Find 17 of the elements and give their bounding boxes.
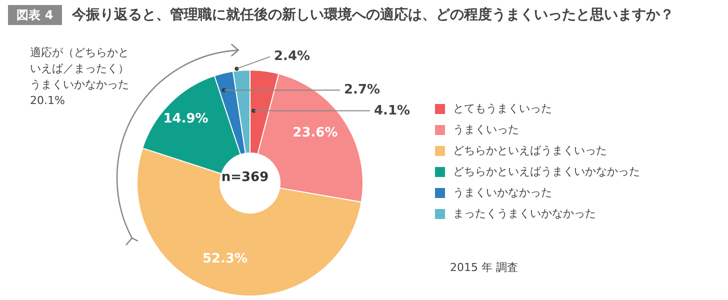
legend-label: とてもうまくいった <box>452 101 553 117</box>
data-label: 2.7% <box>344 82 380 98</box>
data-label: 23.6% <box>292 125 338 140</box>
data-label: 2.4% <box>274 49 310 64</box>
legend-label: まったくうまくいかなかった <box>452 206 597 222</box>
data-label: 14.9% <box>163 112 208 127</box>
legend-label: どちらかといえばうまくいった <box>452 143 608 159</box>
data-label: 4.1% <box>374 103 410 118</box>
text: 2015 年 調査 <box>450 260 518 275</box>
text: 図表 4 <box>8 5 62 25</box>
legend-label: うまくいった <box>452 122 520 138</box>
legend-label: どちらかといえばうまくいかなかった <box>452 164 640 180</box>
chart-title: 今振り返ると、管理職に就任後の新しい環境への適応は、どの程度うまくいったと思いますか？ <box>72 6 674 25</box>
text: 適応が（どちらかといえば／まったく）うまくいかなかった20.1% <box>30 45 130 109</box>
legend-label: うまくいかなかった <box>452 185 553 201</box>
text: n=369 <box>220 169 270 187</box>
data-label: 52.3% <box>202 252 248 267</box>
